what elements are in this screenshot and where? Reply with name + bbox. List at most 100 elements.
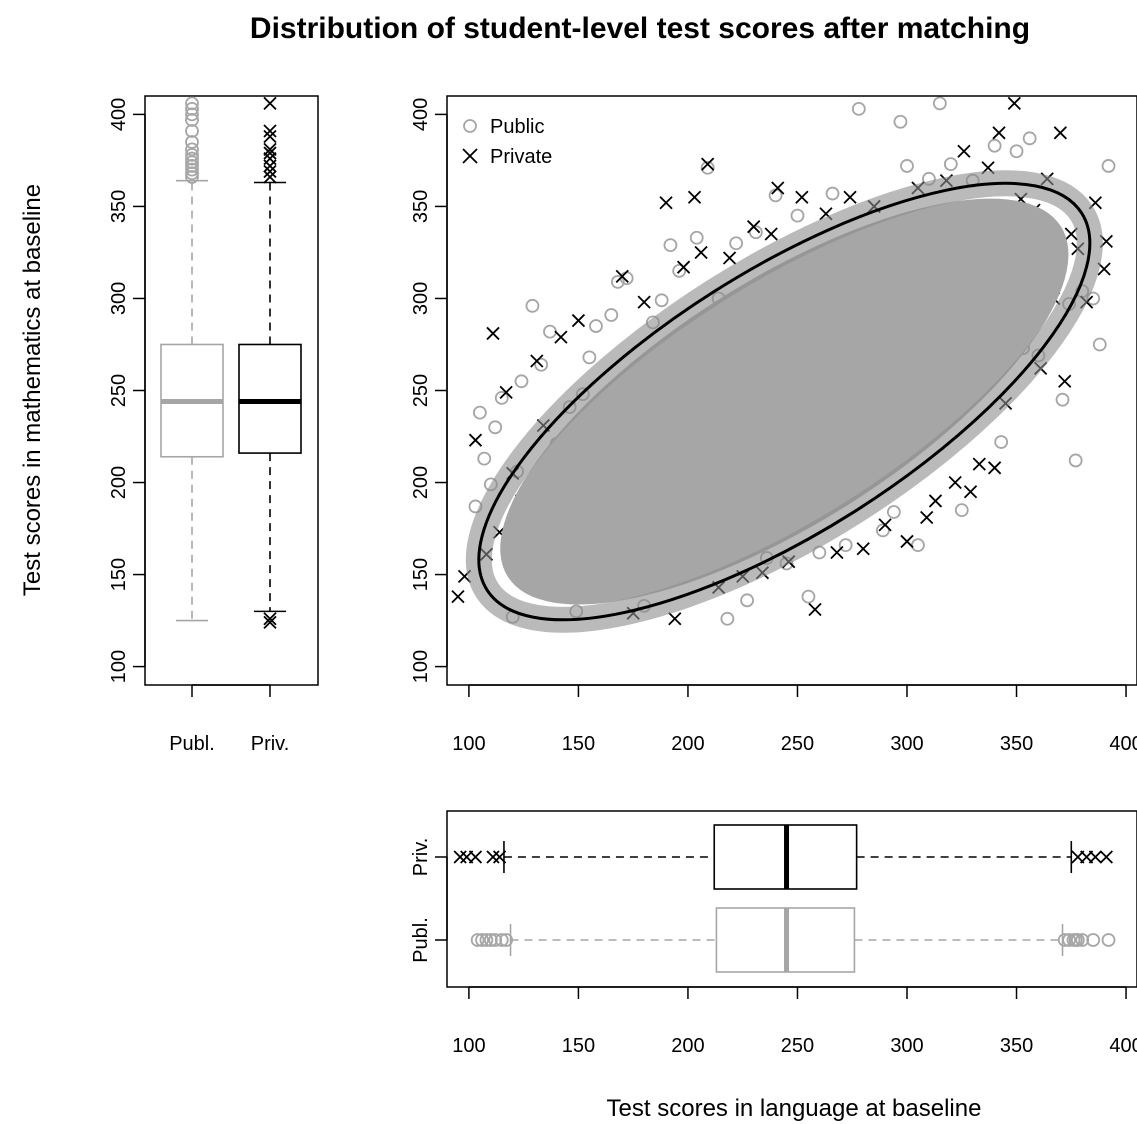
private-point bbox=[900, 534, 914, 549]
outlier-point bbox=[263, 146, 277, 160]
y-tick-label: 400 bbox=[108, 98, 130, 131]
language-boxplot-panel: Priv. Publ. 100 150 200 250 300 350 400 bbox=[410, 810, 1137, 1057]
outlier-point bbox=[185, 159, 199, 173]
chart-title: Distribution of student-level test score… bbox=[250, 12, 1030, 45]
public-point bbox=[1022, 131, 1037, 146]
private-point bbox=[694, 245, 708, 260]
outlier-point bbox=[468, 850, 483, 864]
public-point bbox=[488, 420, 503, 435]
y-tick-label: 250 bbox=[410, 374, 432, 407]
private-point bbox=[530, 354, 544, 368]
public-point bbox=[748, 225, 763, 240]
private-point bbox=[1053, 126, 1067, 140]
public-point bbox=[1101, 159, 1116, 173]
legend-private-marker bbox=[462, 148, 478, 164]
public-point bbox=[790, 208, 805, 223]
x-tick-label: 200 bbox=[671, 733, 704, 755]
private-point bbox=[830, 545, 844, 560]
outlier-point bbox=[185, 135, 199, 149]
outlier-point bbox=[475, 933, 489, 947]
private-point bbox=[486, 326, 500, 341]
outlier-point bbox=[185, 96, 199, 111]
outlier-point bbox=[1086, 933, 1101, 947]
public-point bbox=[472, 405, 487, 420]
private-point bbox=[972, 457, 986, 471]
private-point bbox=[668, 612, 682, 626]
outlier-point bbox=[263, 612, 277, 626]
legend-private-label: Private bbox=[490, 146, 552, 168]
y-tick-label: 200 bbox=[108, 466, 130, 499]
x-axis-label: Test scores in language at baseline bbox=[607, 1095, 982, 1122]
legend: Public Private bbox=[462, 116, 552, 168]
y-tick-label: 200 bbox=[410, 466, 432, 499]
outlier-point bbox=[263, 170, 277, 184]
private-point bbox=[808, 602, 822, 617]
public-point bbox=[801, 589, 816, 604]
public-point bbox=[534, 357, 549, 372]
math-boxplot-panel: 100 150 200 250 300 350 400 Publ. Priv. bbox=[108, 95, 319, 755]
y-tick-label: 400 bbox=[410, 98, 432, 131]
private-point bbox=[687, 190, 702, 204]
public-point bbox=[582, 350, 597, 365]
y-tick-label: Publ. bbox=[410, 917, 432, 963]
x-tick-label: 150 bbox=[562, 1035, 595, 1057]
private-point bbox=[554, 330, 568, 344]
x-tick-label: 100 bbox=[452, 1035, 485, 1057]
x-tick-label: 400 bbox=[1109, 733, 1137, 755]
outlier-point bbox=[263, 142, 277, 157]
math-boxplot-boxes bbox=[160, 96, 302, 630]
x-tick-label: Publ. bbox=[169, 733, 215, 755]
public-point bbox=[886, 505, 901, 519]
outlier-point bbox=[263, 615, 277, 630]
private-point bbox=[992, 126, 1006, 140]
outlier-point bbox=[1062, 933, 1076, 947]
y-tick-label: 100 bbox=[410, 650, 432, 683]
private-point bbox=[615, 269, 629, 284]
outlier-point bbox=[492, 850, 507, 864]
private-point bbox=[948, 475, 962, 490]
y-axis-label: Test scores in mathematics at baseline bbox=[19, 184, 46, 596]
public-point bbox=[876, 523, 890, 538]
outlier-point bbox=[185, 101, 199, 116]
public-point bbox=[893, 114, 908, 129]
y-tick-label: 300 bbox=[108, 282, 130, 315]
public-point bbox=[525, 298, 540, 313]
x-tick-label: 250 bbox=[781, 733, 814, 755]
public-point bbox=[954, 503, 969, 518]
outlier-point bbox=[470, 933, 485, 947]
public-point bbox=[610, 275, 625, 289]
outlier-point bbox=[263, 129, 277, 144]
public-point bbox=[654, 293, 669, 308]
public-point bbox=[1055, 392, 1070, 407]
public-point bbox=[740, 593, 754, 608]
public-math-box bbox=[160, 96, 224, 622]
y-tick-label: Priv. bbox=[410, 838, 432, 877]
public-point bbox=[514, 374, 529, 389]
public-point bbox=[825, 186, 840, 201]
y-tick-label: 150 bbox=[108, 558, 130, 591]
x-tick-label: 300 bbox=[890, 1035, 923, 1057]
outlier-point bbox=[1057, 933, 1072, 947]
x-tick-label: 300 bbox=[890, 733, 923, 755]
private-point bbox=[843, 190, 857, 204]
public-point bbox=[987, 138, 1002, 153]
public-point bbox=[700, 160, 715, 175]
outlier-point bbox=[185, 166, 199, 181]
y-tick-label: 350 bbox=[410, 190, 432, 223]
public-point bbox=[494, 390, 509, 405]
private-point bbox=[878, 518, 892, 532]
outlier-point bbox=[185, 162, 199, 177]
private-point bbox=[963, 485, 978, 499]
public-point bbox=[851, 101, 866, 116]
private-point bbox=[764, 227, 778, 241]
public-point bbox=[689, 230, 704, 245]
public-point bbox=[1092, 337, 1107, 352]
public-point bbox=[720, 611, 735, 626]
public-density-cloud bbox=[500, 198, 1069, 605]
private-point bbox=[571, 313, 586, 328]
outlier-point bbox=[1088, 850, 1103, 864]
x-tick-label: 400 bbox=[1109, 1035, 1137, 1057]
public-point bbox=[943, 157, 958, 172]
y-tick-label: 250 bbox=[108, 374, 130, 407]
